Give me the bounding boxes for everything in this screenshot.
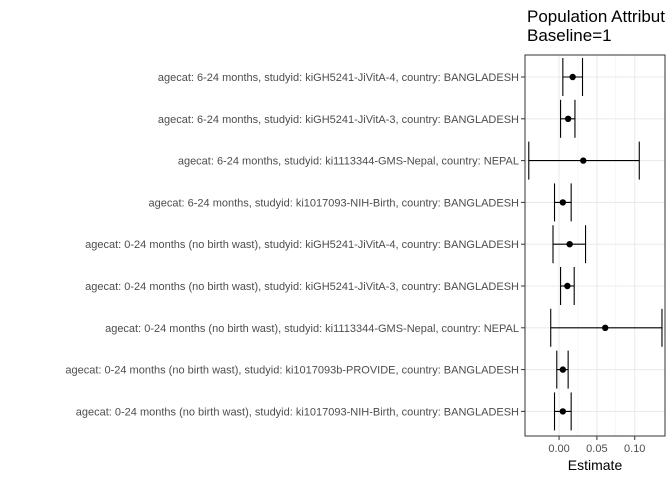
x-axis: 0.00 0.05 0.10 [548,436,645,455]
plot-marks [528,58,663,431]
category-label: agecat: 6-24 months, studyid: kiGH5241-J… [158,114,519,126]
category-label: agecat: 0-24 months (no birth wast), stu… [85,239,519,251]
estimate-point [602,324,609,331]
x-tick-label: 0.05 [586,443,607,455]
category-label: agecat: 0-24 months (no birth wast), stu… [76,406,519,418]
x-tick-label: 0.10 [624,443,645,455]
category-label: agecat: 6-24 months, studyid: ki1017093-… [148,197,519,209]
estimate-point [564,282,571,290]
estimate-point [580,157,587,164]
x-axis-title: Estimate [568,457,623,473]
estimate-point [559,366,567,373]
chart-title-line-2: Baseline=1 [527,26,612,45]
x-tick-label: 0.00 [548,443,569,455]
grid [525,55,665,436]
estimate-point [569,73,576,81]
estimate-point [564,115,572,123]
estimate-point [566,241,573,248]
category-labels: agecat: 6-24 months, studyid: kiGH5241-J… [65,72,525,418]
chart-title-line-1: Population Attribut [527,7,665,26]
estimate-point [559,408,567,415]
estimate-point [559,199,567,206]
category-label: agecat: 0-24 months (no birth wast), stu… [65,365,519,377]
category-label: agecat: 6-24 months, studyid: kiGH5241-J… [158,72,519,84]
category-label: agecat: 0-24 months (no birth wast), stu… [105,323,519,335]
category-label: agecat: 0-24 months (no birth wast), stu… [85,281,519,293]
category-label: agecat: 6-24 months, studyid: ki1113344-… [178,156,519,168]
panel-border [524,54,666,437]
